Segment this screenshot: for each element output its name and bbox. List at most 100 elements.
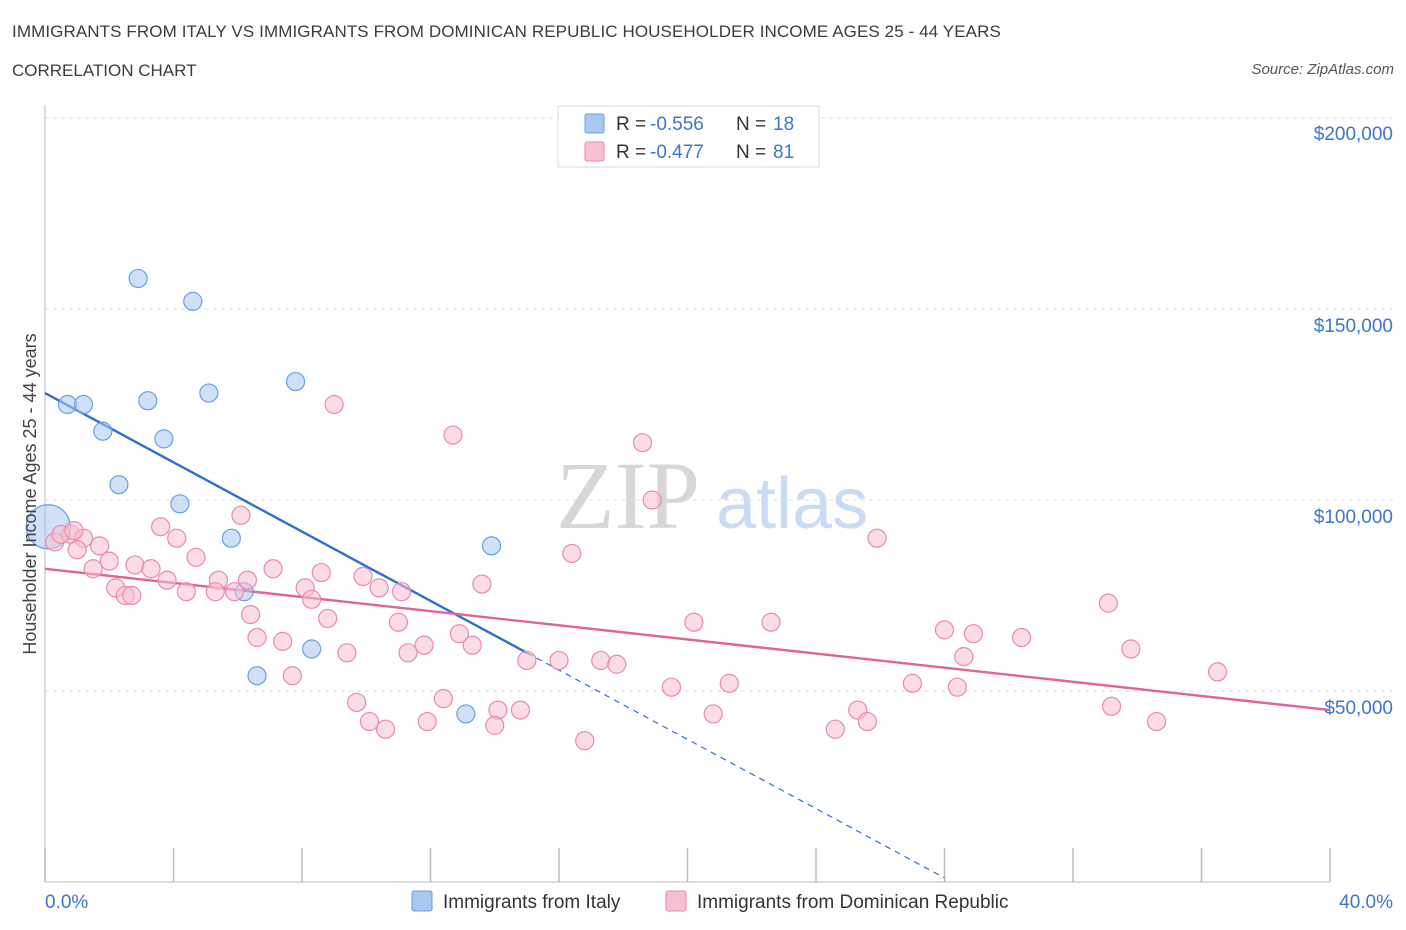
watermark: ZIP atlas — [556, 442, 868, 549]
data-point-dominican — [963, 624, 984, 644]
data-point-dominican — [417, 711, 437, 732]
data-point-dominican — [237, 570, 257, 590]
chart-title: IMMIGRANTS FROM ITALY VS IMMIGRANTS FROM… — [12, 22, 1001, 41]
data-point-dominican — [414, 635, 434, 655]
trend-line-dominican — [44, 567, 1331, 712]
legend-n-label-dominican: N = — [736, 142, 766, 163]
data-point-dominican — [449, 624, 470, 644]
x-tick-label-left: 0.0% — [45, 892, 88, 913]
data-point-dominican — [359, 711, 380, 732]
data-point-dominican — [462, 635, 482, 655]
y-tick-label-100k: $100,000 — [1314, 507, 1393, 528]
data-point-dominican — [1146, 711, 1167, 732]
data-point-dominican — [337, 643, 357, 663]
data-point-italy — [481, 536, 502, 556]
data-point-dominican — [247, 627, 267, 648]
data-point-dominican — [1101, 696, 1122, 716]
data-point-dominican — [433, 689, 453, 709]
data-point-dominican — [64, 520, 84, 541]
data-point-dominican — [282, 666, 302, 686]
series-legend-swatch-italy — [411, 890, 433, 912]
legend-r-label-dominican: R = — [616, 142, 646, 163]
data-point-italy — [302, 639, 322, 659]
data-point-italy — [183, 291, 203, 311]
data-point-dominican — [443, 425, 463, 445]
data-point-dominican — [324, 394, 344, 415]
watermark-zip: ZIP — [556, 442, 700, 549]
data-point-italy — [221, 528, 241, 548]
legend-r-value-italy: -0.556 — [650, 114, 704, 135]
data-point-dominican — [825, 719, 845, 739]
data-point-dominican — [857, 711, 878, 732]
data-point-dominican — [398, 643, 418, 663]
data-point-italy — [154, 429, 174, 449]
data-point-dominican — [934, 620, 955, 640]
data-point-dominican — [353, 566, 373, 587]
data-point-dominican — [954, 647, 974, 667]
trend-lines — [44, 391, 1331, 879]
y-tick-label-200k: $200,000 — [1314, 124, 1393, 145]
legend-r-value-dominican: -0.477 — [650, 142, 704, 163]
data-point-dominican — [83, 559, 103, 579]
data-point-dominican — [902, 673, 922, 693]
data-point-italy — [138, 391, 158, 411]
data-point-italy — [199, 383, 219, 403]
data-point-italy — [128, 268, 148, 289]
data-point-dominican — [684, 612, 704, 632]
data-point-dominican — [947, 677, 967, 697]
legend-n-label-italy: N = — [736, 114, 766, 135]
data-point-dominican — [157, 570, 177, 590]
data-point-dominican — [67, 540, 87, 560]
trend-line-italy — [44, 391, 528, 654]
grid — [45, 117, 1393, 692]
data-point-italy — [73, 394, 94, 415]
data-point-dominican — [311, 562, 331, 583]
data-point-dominican — [241, 604, 261, 625]
data-point-dominican — [391, 582, 412, 602]
data-point-dominican — [122, 585, 142, 606]
series-legend: Immigrants from Italy Immigrants from Do… — [411, 890, 1009, 913]
data-point-dominican — [591, 650, 611, 671]
data-point-dominican — [485, 715, 505, 735]
y-tick-label-150k: $150,000 — [1314, 316, 1393, 337]
data-point-dominican — [1098, 593, 1118, 613]
data-point-dominican — [510, 700, 531, 720]
data-point-dominican — [562, 543, 582, 564]
y-tick-labels: $200,000 $150,000 $100,000 $50,000 — [1314, 124, 1393, 719]
chart-source: Source: ZipAtlas.com — [1251, 61, 1394, 78]
data-point-dominican — [263, 559, 283, 579]
data-point-dominican — [176, 582, 196, 602]
data-point-italy — [247, 666, 267, 686]
data-point-dominican — [224, 582, 245, 602]
data-point-dominican — [517, 650, 537, 671]
data-point-dominican — [347, 692, 367, 713]
data-point-italy — [285, 371, 306, 392]
data-point-dominican — [867, 528, 887, 548]
stats-legend: R = -0.556 N = 18 R = -0.477 N = 81 — [557, 105, 820, 168]
axes — [44, 105, 1331, 883]
series-legend-label-italy: Immigrants from Italy — [443, 892, 621, 913]
legend-n-value-italy: 18 — [773, 114, 794, 135]
x-tick-label-right: 40.0% — [1339, 892, 1393, 913]
data-point-dominican — [1121, 639, 1141, 659]
legend-swatch-dominican — [584, 141, 605, 162]
y-tick-label-50k: $50,000 — [1324, 698, 1393, 719]
watermark-atlas: atlas — [716, 464, 868, 544]
y-axis-label: Householder Income Ages 25 - 44 years — [20, 333, 40, 654]
data-point-dominican — [661, 677, 682, 697]
data-point-dominican — [273, 631, 293, 651]
data-point-dominican — [1207, 662, 1228, 682]
data-point-dominican — [141, 559, 161, 579]
series-legend-label-dominican: Immigrants from Dominican Republic — [697, 892, 1009, 913]
series-legend-swatch-dominican — [665, 890, 687, 912]
data-point-dominican — [607, 654, 627, 674]
data-point-dominican — [575, 731, 595, 751]
data-point-dominican — [375, 719, 396, 739]
data-point-italy — [456, 704, 476, 724]
data-point-dominican — [472, 574, 492, 594]
trend-line-italy-extension — [526, 652, 945, 879]
data-point-dominican — [318, 608, 338, 629]
chart-subtitle: CORRELATION CHART — [12, 61, 197, 80]
data-point-dominican — [125, 555, 145, 575]
